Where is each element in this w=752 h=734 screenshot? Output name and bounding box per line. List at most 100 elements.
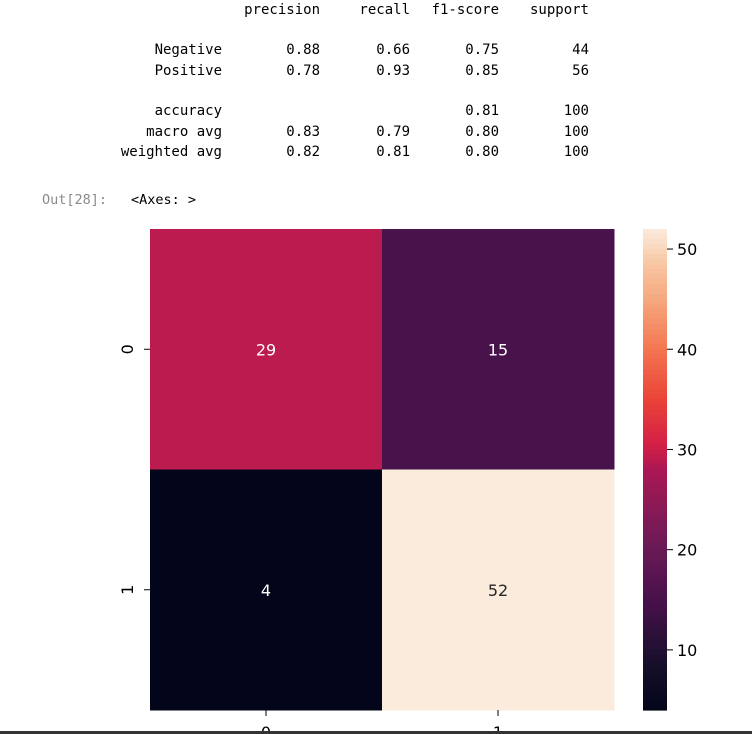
colorbar-segment (643, 459, 667, 466)
report-cell-recall: 0.81 (376, 144, 410, 160)
colorbar-segment (643, 684, 667, 691)
output-value: <Axes: > (131, 192, 197, 208)
report-cell-support: 56 (572, 63, 589, 79)
colorbar-segment (643, 549, 667, 556)
report-cell-support: 100 (563, 103, 589, 119)
colorbar-segment (643, 489, 667, 496)
colorbar-segment (643, 349, 667, 355)
colorbar-segment (643, 554, 667, 561)
heatmap-cell (150, 229, 383, 470)
colorbar-tick-label: 40 (677, 340, 697, 359)
report-cell-support: 100 (563, 144, 589, 160)
colorbar-segment (643, 279, 667, 285)
colorbar-segment (643, 599, 667, 606)
x-tick-label: 1 (493, 723, 503, 734)
cell-annotation: 4 (261, 581, 271, 600)
colorbar-segment (643, 594, 667, 601)
colorbar-segment (643, 509, 667, 516)
colorbar-segment (643, 694, 667, 701)
report-row-label: Positive (154, 63, 222, 79)
heatmap-cell (382, 229, 615, 470)
output-prompt: Out[28]: (42, 192, 108, 208)
bottom-divider (0, 731, 752, 734)
report-cell-recall: 0.93 (376, 63, 410, 79)
report-cell-recall: 0.66 (376, 42, 410, 58)
colorbar-segment (643, 254, 667, 260)
colorbar-segment (643, 394, 667, 400)
colorbar-segment (643, 409, 667, 415)
cell-annotation: 52 (488, 581, 508, 600)
colorbar-segment (643, 419, 667, 426)
colorbar-segment (643, 249, 667, 255)
report-row-label: weighted avg (120, 144, 222, 160)
colorbar-segment (643, 564, 667, 571)
colorbar-segment (643, 634, 667, 641)
report-cell-f1: 0.80 (465, 124, 499, 140)
colorbar-segment (643, 389, 667, 395)
colorbar-segment (643, 429, 667, 436)
colorbar-tick-label: 10 (677, 641, 697, 660)
colorbar-segment (643, 239, 667, 245)
colorbar-segment (643, 324, 667, 330)
colorbar-segment (643, 344, 667, 350)
colorbar-segment (643, 449, 667, 456)
colorbar-segment (643, 584, 667, 591)
colorbar-segment (643, 304, 667, 310)
colorbar-segment (643, 644, 667, 651)
report-cell-f1: 0.80 (465, 144, 499, 160)
y-tick-label: 1 (118, 585, 137, 595)
colorbar-segment (643, 624, 667, 631)
report-cell-f1: 0.75 (465, 42, 499, 58)
colorbar-segment (643, 569, 667, 576)
report-cell-recall: 0.79 (376, 124, 410, 140)
report-cell-precision: 0.78 (286, 63, 320, 79)
colorbar-segment (643, 369, 667, 375)
colorbar-segment (643, 519, 667, 526)
colorbar-segment (643, 469, 667, 476)
colorbar-segment (643, 404, 667, 410)
report-row-label: macro avg (146, 124, 222, 140)
cell-annotation: 29 (256, 340, 276, 359)
colorbar-segment (643, 244, 667, 250)
colorbar-segment (643, 674, 667, 681)
heatmap-cell (382, 469, 615, 711)
colorbar-segment (643, 614, 667, 621)
colorbar-segment (643, 274, 667, 280)
colorbar-segment (643, 229, 667, 235)
colorbar-segment (643, 619, 667, 626)
colorbar-segment (643, 329, 667, 335)
colorbar-segment (643, 499, 667, 506)
colorbar-segment (643, 514, 667, 521)
colorbar-segment (643, 524, 667, 531)
colorbar-segment (643, 689, 667, 696)
colorbar-segment (643, 384, 667, 390)
colorbar-segment (643, 294, 667, 300)
colorbar-segment (643, 269, 667, 275)
colorbar-segment (643, 439, 667, 446)
y-tick-label: 0 (118, 344, 137, 354)
colorbar-segment (643, 629, 667, 636)
report-row-label: Negative (154, 42, 222, 58)
colorbar-segment (643, 374, 667, 380)
cell-annotation: 15 (488, 340, 508, 359)
colorbar-segment (643, 284, 667, 290)
colorbar-segment (643, 464, 667, 471)
report-cell-support: 44 (572, 42, 589, 58)
colorbar-segment (643, 654, 667, 661)
report-row-label: accuracy (154, 103, 222, 119)
colorbar-segment (643, 609, 667, 616)
report-cell-precision: 0.88 (286, 42, 320, 58)
colorbar-segment (643, 704, 667, 711)
colorbar-segment (643, 434, 667, 441)
colorbar-segment (643, 664, 667, 671)
heatmap-cell (150, 469, 383, 711)
colorbar-segment (643, 504, 667, 511)
colorbar-segment (643, 484, 667, 491)
colorbar-segment (643, 559, 667, 566)
colorbar-segment (643, 649, 667, 656)
colorbar-segment (643, 314, 667, 320)
classification-report: precision recall f1-score support Negative 0.… (0, 0, 752, 170)
report-header-0: precision (244, 2, 320, 18)
colorbar-segment (643, 414, 667, 420)
colorbar-segment (643, 334, 667, 340)
